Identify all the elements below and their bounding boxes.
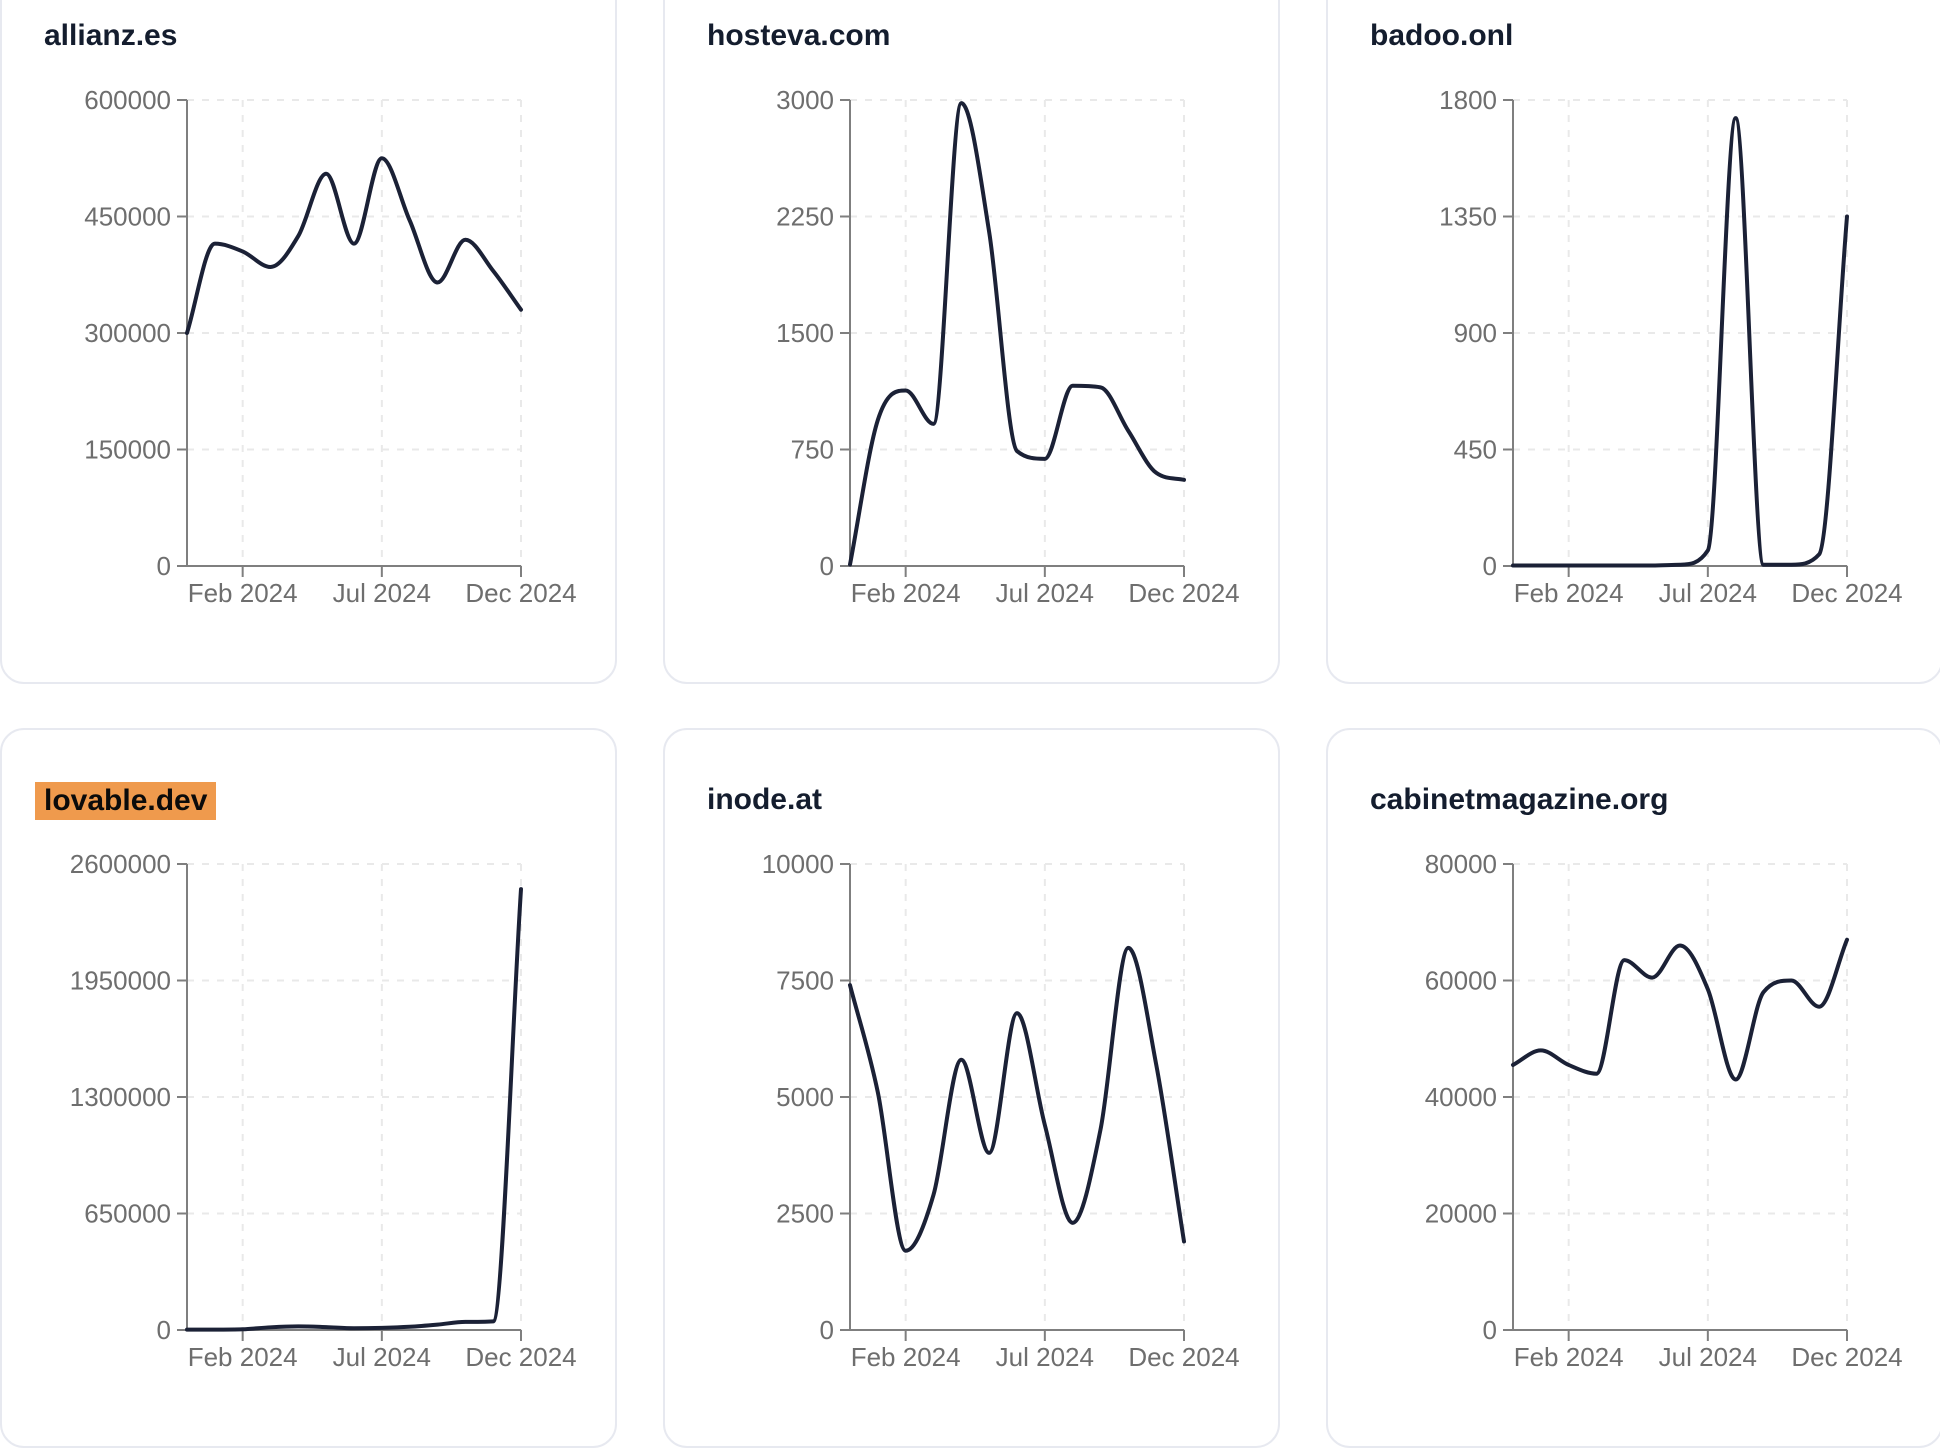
- chart-title-row: cabinetmagazine.org: [1370, 782, 1668, 818]
- chart-card: 10000 7500 5000 2500 0 Feb 2024 Jul 2024 Dec 20…: [663, 728, 1280, 1448]
- svg-text:150000: 150000: [84, 435, 171, 465]
- line-chart: 600000 450000 300000 150000 0 Feb 2024 Jul 202…: [84, 85, 576, 608]
- line-chart: 1800 1350 900 450 0 Feb 2024 Jul 2024 Dec 2024: [1439, 85, 1903, 608]
- svg-text:2250: 2250: [776, 202, 834, 232]
- chart-card: 3000 2250 1500 750 0 Feb 2024 Jul 2024 Dec 2024…: [663, 0, 1280, 684]
- svg-text:0: 0: [820, 1315, 834, 1345]
- svg-text:60000: 60000: [1425, 966, 1497, 996]
- svg-text:300000: 300000: [84, 318, 171, 348]
- chart-title-row: hosteva.com: [707, 18, 890, 54]
- chart-title: inode.at: [707, 783, 823, 816]
- svg-text:450000: 450000: [84, 202, 171, 232]
- svg-text:3000: 3000: [776, 85, 834, 115]
- svg-text:5000: 5000: [776, 1082, 834, 1112]
- svg-text:Jul 2024: Jul 2024: [996, 578, 1094, 608]
- chart-card: 600000 450000 300000 150000 0 Feb 2024 Jul 202…: [0, 0, 617, 684]
- svg-text:Dec 2024: Dec 2024: [1128, 578, 1239, 608]
- svg-text:600000: 600000: [84, 85, 171, 115]
- svg-text:Feb 2024: Feb 2024: [188, 578, 298, 608]
- svg-text:20000: 20000: [1425, 1199, 1497, 1229]
- svg-text:450: 450: [1454, 435, 1497, 465]
- svg-text:Feb 2024: Feb 2024: [1514, 1342, 1624, 1372]
- svg-text:7500: 7500: [776, 966, 834, 996]
- svg-text:Jul 2024: Jul 2024: [1659, 1342, 1757, 1372]
- line-chart: 10000 7500 5000 2500 0 Feb 2024 Jul 2024 Dec 20…: [762, 849, 1240, 1372]
- svg-text:Jul 2024: Jul 2024: [333, 578, 431, 608]
- chart-card: 80000 60000 40000 20000 0 Feb 2024 Jul 2024 Dec…: [1326, 728, 1940, 1448]
- svg-text:Dec 2024: Dec 2024: [1791, 1342, 1902, 1372]
- line-chart: 2600000 1950000 1300000 650000 0 Feb 2024 Jul …: [70, 849, 577, 1372]
- chart-title-row: inode.at: [707, 782, 822, 818]
- svg-text:750: 750: [791, 435, 834, 465]
- svg-text:2500: 2500: [776, 1199, 834, 1229]
- svg-text:Feb 2024: Feb 2024: [1514, 578, 1624, 608]
- svg-text:Jul 2024: Jul 2024: [1659, 578, 1757, 608]
- svg-text:1800: 1800: [1439, 85, 1497, 115]
- chart-title: cabinetmagazine.org: [1370, 783, 1669, 816]
- line-chart: 80000 60000 40000 20000 0 Feb 2024 Jul 2024 Dec…: [1425, 849, 1903, 1372]
- chart-title: hosteva.com: [707, 19, 891, 52]
- svg-text:Dec 2024: Dec 2024: [465, 578, 576, 608]
- svg-text:0: 0: [1483, 551, 1497, 581]
- svg-text:1300000: 1300000: [70, 1082, 171, 1112]
- line-chart: 3000 2250 1500 750 0 Feb 2024 Jul 2024 Dec 2024: [776, 85, 1240, 608]
- svg-text:Jul 2024: Jul 2024: [996, 1342, 1094, 1372]
- svg-text:Dec 2024: Dec 2024: [1791, 578, 1902, 608]
- svg-text:Feb 2024: Feb 2024: [851, 1342, 961, 1372]
- svg-text:0: 0: [157, 1315, 171, 1345]
- svg-text:Feb 2024: Feb 2024: [188, 1342, 298, 1372]
- svg-text:0: 0: [157, 551, 171, 581]
- chart-card: 1800 1350 900 450 0 Feb 2024 Jul 2024 Dec 2024 …: [1326, 0, 1940, 684]
- chart-title: badoo.onl: [1370, 19, 1514, 52]
- svg-text:Feb 2024: Feb 2024: [851, 578, 961, 608]
- chart-card: 2600000 1950000 1300000 650000 0 Feb 2024 Jul …: [0, 728, 617, 1448]
- svg-text:1950000: 1950000: [70, 966, 171, 996]
- svg-text:1500: 1500: [776, 318, 834, 348]
- svg-text:0: 0: [820, 551, 834, 581]
- chart-title: lovable.dev: [35, 782, 217, 820]
- chart-title: allianz.es: [44, 19, 178, 52]
- chart-title-row: lovable.dev: [35, 782, 217, 820]
- svg-text:Dec 2024: Dec 2024: [1128, 1342, 1239, 1372]
- svg-text:Dec 2024: Dec 2024: [465, 1342, 576, 1372]
- svg-text:Jul 2024: Jul 2024: [333, 1342, 431, 1372]
- chart-title-row: badoo.onl: [1370, 18, 1513, 54]
- svg-text:2600000: 2600000: [70, 849, 171, 879]
- svg-text:80000: 80000: [1425, 849, 1497, 879]
- svg-text:900: 900: [1454, 318, 1497, 348]
- svg-text:650000: 650000: [84, 1199, 171, 1229]
- svg-text:1350: 1350: [1439, 202, 1497, 232]
- svg-text:40000: 40000: [1425, 1082, 1497, 1112]
- chart-title-row: allianz.es: [44, 18, 177, 54]
- svg-text:0: 0: [1483, 1315, 1497, 1345]
- svg-text:10000: 10000: [762, 849, 834, 879]
